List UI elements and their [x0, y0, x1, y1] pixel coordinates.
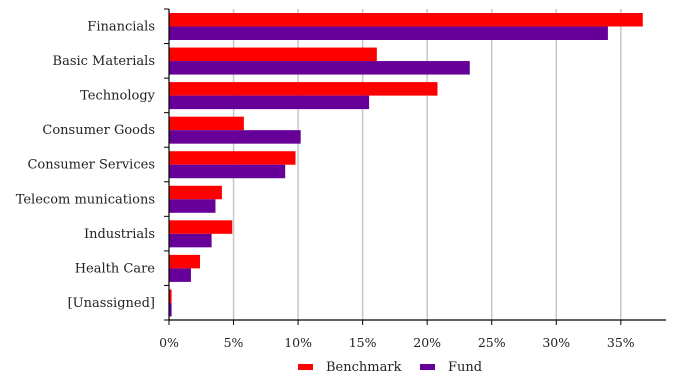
category-label: Financials: [87, 20, 155, 35]
labels: 0% 5% 10% 15% 20% 25% 30% 35% Financials Basic Ma…: [16, 20, 635, 351]
bar-benchmark: [169, 185, 222, 200]
bar-benchmark: [169, 116, 244, 131]
bar-fund: [169, 268, 191, 282]
bar-benchmark: [169, 254, 200, 269]
legend-swatch-fund: [420, 364, 435, 370]
bar-fund: [169, 130, 301, 144]
bar-fund: [169, 302, 172, 317]
bar-fund: [169, 233, 212, 248]
bar-benchmark: [169, 13, 643, 27]
x-tick-label: 15%: [349, 335, 377, 350]
bar-benchmark: [169, 82, 438, 96]
bar-benchmark: [169, 47, 377, 62]
category-label: Consumer Goods: [42, 123, 155, 138]
bar-benchmark: [169, 151, 296, 165]
bar-fund: [169, 164, 286, 179]
category-label: Industrials: [84, 227, 155, 242]
bar-fund: [169, 95, 370, 110]
category-label: Technology: [80, 89, 156, 104]
legend: Benchmark Fund: [298, 360, 482, 375]
bar-fund: [169, 61, 470, 75]
bar-benchmark: [169, 289, 172, 303]
legend-swatch-benchmark: [298, 364, 313, 370]
category-label: Basic Materials: [53, 54, 155, 69]
x-tick-label: 10%: [284, 335, 312, 350]
x-tick-label: 5%: [224, 335, 244, 350]
x-tick-label: 35%: [607, 335, 635, 350]
x-tick-label: 30%: [542, 335, 570, 350]
x-tick-label: 0%: [159, 335, 179, 350]
category-label: Telecom munications: [16, 192, 155, 207]
legend-label-fund: Fund: [448, 360, 482, 374]
category-label: [Unassigned]: [68, 296, 155, 311]
category-label: Consumer Services: [27, 158, 155, 173]
x-tick-label: 20%: [413, 335, 441, 350]
category-label: Health Care: [75, 261, 156, 276]
bar-benchmark: [169, 220, 233, 234]
legend-label-benchmark: Benchmark: [326, 360, 402, 374]
bars: [169, 13, 643, 317]
bar-fund: [169, 26, 608, 40]
bar-fund: [169, 199, 216, 213]
x-tick-label: 25%: [478, 335, 506, 350]
axes: [164, 8, 666, 325]
